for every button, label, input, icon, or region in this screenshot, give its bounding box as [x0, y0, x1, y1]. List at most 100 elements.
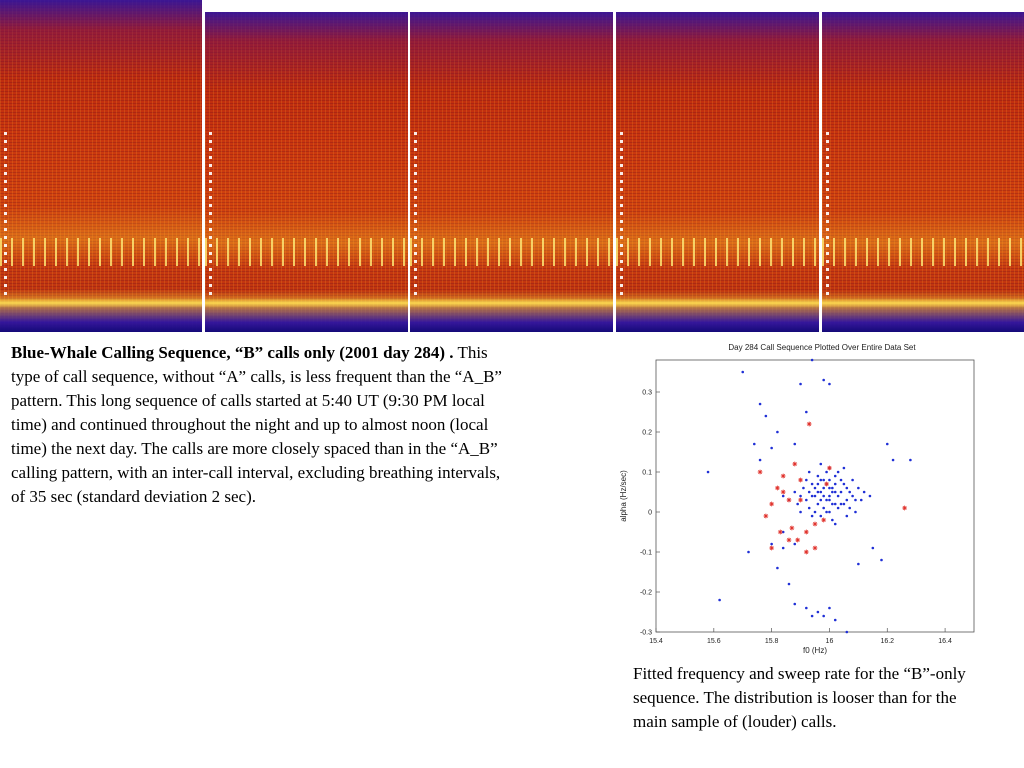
blue-data-point: [828, 494, 831, 498]
red-star-point: [789, 525, 795, 531]
x-tick-label: 16: [826, 638, 834, 645]
blue-data-point: [822, 494, 825, 498]
blue-data-point: [839, 490, 843, 494]
y-tick-label: 0.2: [642, 430, 652, 437]
blue-data-point: [805, 478, 808, 482]
blue-data-point: [839, 502, 843, 506]
call-band: [205, 238, 408, 266]
blue-data-point: [819, 490, 823, 494]
plot-area: [655, 359, 975, 633]
blue-data-point: [857, 562, 860, 566]
frequency-band: [0, 298, 202, 308]
blue-data-point: [799, 494, 802, 498]
red-star-point: [786, 537, 792, 543]
blue-data-point: [770, 446, 773, 450]
blue-data-point: [822, 614, 825, 618]
scatter-plot: Day 284 Call Sequence Plotted Over Entir…: [619, 343, 975, 655]
blue-data-point: [802, 486, 805, 490]
y-tick-label: 0: [648, 510, 652, 517]
blue-data-point: [819, 462, 823, 466]
blue-data-point: [819, 498, 823, 502]
blue-data-point: [758, 458, 762, 462]
red-star-point: [780, 473, 786, 479]
blue-data-point: [816, 610, 820, 614]
blue-data-point: [781, 546, 785, 550]
call-band: [616, 238, 819, 266]
blue-data-point: [842, 502, 846, 506]
blue-data-point: [833, 618, 837, 622]
red-star-point: [757, 469, 763, 475]
blue-data-point: [851, 494, 854, 498]
blue-data-point: [816, 490, 820, 494]
spectrogram-panel-1: [0, 0, 202, 332]
blue-data-point: [822, 378, 825, 382]
call-band: [0, 238, 202, 266]
blue-data-point: [813, 510, 817, 514]
x-tick-label: 16.4: [938, 638, 952, 645]
x-axis-label: f0 (Hz): [803, 646, 827, 655]
call-band: [410, 238, 613, 266]
blue-data-point: [807, 490, 811, 494]
red-star-point: [821, 517, 827, 523]
blue-data-point: [819, 514, 823, 518]
chart-title: Day 284 Call Sequence Plotted Over Entir…: [728, 343, 916, 352]
red-star-point: [803, 549, 809, 555]
blue-data-point: [813, 494, 817, 498]
blue-data-point: [885, 442, 889, 446]
blue-data-point: [828, 382, 831, 386]
blue-data-point: [833, 502, 837, 506]
red-star-point: [775, 485, 780, 491]
blue-data-point: [831, 502, 834, 506]
blue-data-point: [836, 494, 840, 498]
caption-left-title: Blue-Whale Calling Sequence, “B” calls o…: [11, 343, 454, 362]
spectrogram-panel-5: [822, 12, 1024, 332]
blue-data-point: [718, 598, 721, 602]
y-axis-label: alpha (Hz/sec): [619, 470, 628, 522]
blue-data-point: [828, 498, 831, 502]
blue-data-point: [810, 494, 814, 498]
blue-data-point: [822, 478, 825, 482]
points-layer: [706, 358, 912, 634]
blue-data-point: [833, 474, 837, 478]
red-star-point: [798, 477, 803, 483]
red-star-point: [827, 465, 832, 471]
blue-data-point: [851, 478, 854, 482]
blue-data-point: [845, 514, 849, 518]
blue-data-point: [822, 486, 825, 490]
red-star-point: [824, 481, 829, 487]
time-axis-labels: [826, 130, 829, 295]
y-tick-label: -0.2: [640, 590, 652, 597]
blue-data-point: [845, 498, 849, 502]
y-tick-label: 0.3: [642, 390, 652, 397]
blue-data-point: [828, 486, 831, 490]
blue-data-point: [706, 470, 710, 474]
blue-data-point: [825, 470, 828, 474]
blue-data-point: [807, 470, 811, 474]
red-star-point: [792, 461, 798, 467]
blue-data-point: [833, 482, 837, 486]
axes-layer: 15.4 15.6 15.8 16 16.2 16.4 -0.3 -0.2 -0.1 0 0.1 0.…: [640, 390, 952, 646]
blue-data-point: [816, 482, 820, 486]
blue-data-point: [799, 382, 802, 386]
red-star-point: [795, 537, 801, 543]
red-star-point: [777, 529, 783, 535]
blue-data-point: [747, 550, 750, 554]
red-star-point: [803, 529, 809, 535]
blue-data-point: [854, 498, 857, 502]
blue-data-point: [805, 410, 808, 414]
blue-data-point: [781, 530, 785, 534]
blue-data-point: [831, 486, 834, 490]
red-star-point: [902, 505, 908, 511]
y-tick-label: -0.3: [640, 630, 652, 637]
caption-left: Blue-Whale Calling Sequence, “B” calls o…: [11, 341, 511, 509]
blue-data-point: [770, 542, 773, 546]
blue-data-point: [891, 458, 895, 462]
blue-data-point: [825, 498, 828, 502]
x-tick-label: 15.6: [707, 638, 721, 645]
blue-data-point: [822, 506, 825, 510]
blue-data-point: [764, 414, 768, 418]
blue-data-point: [805, 498, 808, 502]
blue-data-point: [828, 606, 831, 610]
blue-data-point: [787, 582, 791, 586]
blue-data-point: [842, 482, 846, 486]
